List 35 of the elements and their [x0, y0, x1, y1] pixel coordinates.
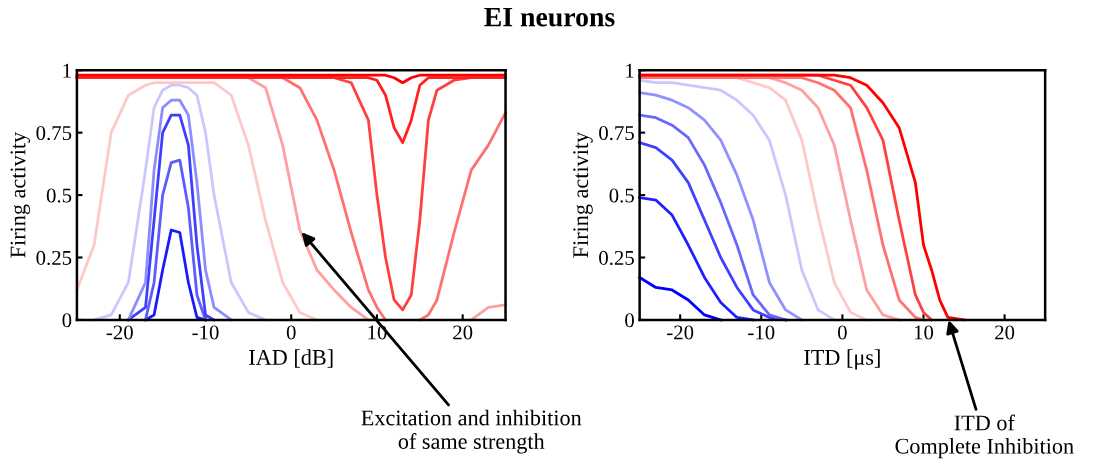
y-tick-label: 0.75	[599, 126, 634, 141]
line-series	[92, 83, 267, 322]
y-axis-title: Firing activity	[10, 131, 31, 258]
line-series	[638, 196, 755, 322]
line-series	[144, 158, 207, 322]
x-tick-label: -10	[748, 325, 775, 340]
y-tick-label: 0.25	[599, 250, 634, 266]
x-tick-label: 20	[995, 325, 1015, 340]
y-tick-label: 0	[62, 313, 72, 328]
x-tick-label: -20	[106, 325, 133, 340]
x-tick-label: 20	[453, 325, 473, 340]
y-axis-title: Firing activity	[573, 131, 593, 258]
y-tick-label: 1	[626, 63, 634, 78]
y-tick-label: 0.75	[36, 126, 72, 141]
x-axis-title: ITD [μs]	[804, 349, 880, 370]
y-tick-label: 0.5	[609, 188, 634, 203]
chart-title: EI neurons	[484, 7, 615, 27]
line-series	[126, 98, 233, 322]
line-series	[75, 76, 507, 145]
line-series	[75, 81, 319, 322]
line-series	[638, 91, 804, 322]
x-tick-label: 0	[837, 325, 847, 340]
y-tick-label: 0.25	[36, 250, 72, 266]
y-tick-label: 0.5	[46, 188, 72, 203]
x-tick-label: -20	[667, 325, 694, 340]
x-tick-label: 0	[286, 325, 296, 340]
annotation: ITD of Complete Inhibition	[895, 414, 1074, 459]
y-tick-label: 0	[625, 313, 634, 328]
annotation: Excitation and inhibition of same strength	[361, 409, 582, 454]
x-tick-label: -10	[192, 325, 219, 340]
y-tick-label: 1	[63, 63, 71, 78]
x-axis-title: IAD [dB]	[249, 349, 333, 368]
line-series	[638, 276, 723, 322]
x-tick-label: 10	[914, 325, 934, 340]
line-series	[144, 228, 207, 322]
